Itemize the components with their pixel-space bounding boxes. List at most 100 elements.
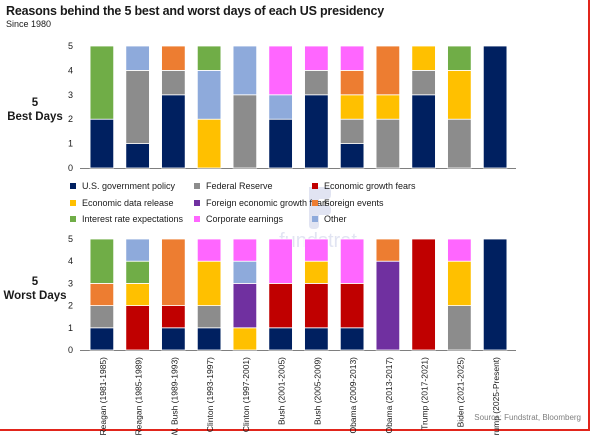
best-days-bar-h-w-bush-1989-1993-u-s-government-policy (161, 94, 186, 169)
legend-swatch (312, 183, 318, 189)
legend-item-u-s-government-policy: U.S. government policy (70, 180, 175, 192)
worst-days-ytick-label: 3 (68, 278, 73, 288)
worst-days-bar-clinton-1997-2001-corporate-earnings (232, 238, 258, 262)
legend-label: Foreign events (324, 197, 384, 208)
x-tick-label: Biden (2021-2025) (455, 357, 465, 428)
worst-days-bar-reagan-1981-1985-interest-rate-expectations (89, 238, 115, 284)
worst-days-bar-reagan-1985-1989-economic-growth-fears (125, 305, 150, 351)
legend-label: Other (324, 214, 347, 224)
worst-days-bar-bush-2001-2005-economic-growth-fears (268, 283, 293, 329)
chart-subtitle: Since 1980 (6, 19, 52, 29)
best-days-label-text: Best Days (7, 111, 63, 123)
legend-swatch (70, 216, 76, 222)
legend-swatch (70, 199, 76, 206)
worst-days-bar-clinton-1997-2001-foreign-economic-growth-fears (232, 283, 258, 329)
worst-days-bar-reagan-1981-1985-foreign-events (89, 283, 115, 307)
worst-days-bar-clinton-1993-1997-economic-data-release (196, 260, 222, 307)
best-days-bar-trump-2017-2021-economic-data-release (411, 45, 436, 71)
worst-days-bar-bush-2005-2009-corporate-earnings (304, 238, 329, 262)
worst-days-bar-bush-2001-2005-corporate-earnings (268, 238, 293, 284)
best-days-ytick-label: 5 (68, 41, 73, 51)
worst-days-bar-reagan-1981-1985-u-s-government-policy (89, 327, 115, 351)
x-tick-label: Clinton (1997-2001) (241, 357, 251, 432)
best-days-bar-biden-2021-2025-economic-data-release (447, 70, 472, 120)
worst-days-bar-bush-2005-2009-economic-data-release (304, 260, 329, 284)
best-days-ytick-label: 4 (68, 65, 73, 75)
worst-days-bar-h-w-bush-1989-1993-u-s-government-policy (161, 327, 186, 351)
legend-item-federal-reserve: Federal Reserve (194, 180, 273, 192)
x-tick-label: Bush (2005-2009) (312, 357, 322, 425)
legend-item-corporate-earnings: Corporate earnings (194, 213, 283, 225)
worst-days-bar-obama-2013-2017-foreign-events (375, 238, 401, 262)
worst-days-bar-bush-2001-2005-u-s-government-policy (268, 327, 293, 351)
worst-days-label-text: Worst Days (3, 290, 67, 302)
best-days-bar-obama-2009-2013-foreign-events (339, 70, 365, 96)
legend-swatch (70, 183, 76, 189)
worst-days-bar-trump-2017-2021-economic-growth-fears (411, 238, 436, 351)
legend-label: Federal Reserve (206, 181, 273, 191)
legend-label: Economic data release (82, 197, 174, 208)
best-days-bar-clinton-1997-2001-other (232, 45, 258, 96)
best-days-ytick-label: 1 (68, 139, 73, 149)
best-days-bar-obama-2009-2013-corporate-earnings (339, 45, 365, 71)
worst-days-ytick-label: 1 (68, 323, 73, 333)
legend-item-economic-growth-fears: Economic growth fears (312, 180, 416, 192)
best-days-bar-reagan-1985-1989-federal-reserve (125, 70, 150, 144)
worst-days-bar-reagan-1985-1989-economic-data-release (125, 283, 150, 307)
legend-swatch (194, 199, 200, 206)
legend-item-foreign-events: Foreign events (312, 197, 384, 209)
legend-item-foreign-economic-growth-fears: Foreign economic growth fears (194, 197, 330, 209)
best-days-bar-h-w-bush-1989-1993-foreign-events (161, 45, 186, 71)
worst-days-bar-reagan-1985-1989-other (125, 238, 150, 262)
x-tick-label: Clinton (1993-1997) (205, 357, 215, 432)
worst-days-label: 5 Worst Days (0, 275, 70, 303)
x-tick-label: Obama (2013-2017) (384, 357, 394, 434)
legend-swatch (194, 183, 200, 189)
best-days-bar-bush-2005-2009-corporate-earnings (304, 45, 329, 71)
worst-days-bar-biden-2021-2025-federal-reserve (447, 305, 472, 351)
x-tick-label: Reagan (1985-1989) (134, 357, 144, 435)
worst-days-bar-obama-2013-2017-foreign-economic-growth-fears (375, 260, 401, 351)
worst-days-ytick-label: 2 (68, 301, 73, 311)
worst-days-ytick-label: 0 (68, 345, 73, 355)
best-days-ytick-label: 0 (68, 163, 73, 173)
worst-days-bar-obama-2009-2013-economic-growth-fears (339, 283, 365, 329)
legend-item-other: Other (312, 213, 347, 225)
best-days-bar-reagan-1981-1985-u-s-government-policy (89, 118, 115, 169)
worst-days-ytick-label: 4 (68, 256, 73, 266)
best-days-bar-bush-2005-2009-u-s-government-policy (304, 94, 329, 169)
x-tick-label: Bush (2001-2005) (277, 357, 287, 425)
best-days-label: 5 Best Days (0, 96, 70, 124)
worst-days-bar-clinton-1997-2001-other (232, 260, 258, 284)
worst-days-bar-biden-2021-2025-corporate-earnings (447, 238, 472, 262)
best-days-bar-reagan-1985-1989-other (125, 45, 150, 71)
worst-days-label-count: 5 (31, 276, 39, 288)
best-days-bar-obama-2009-2013-u-s-government-policy (339, 143, 365, 169)
worst-days-bar-bush-2005-2009-economic-growth-fears (304, 283, 329, 329)
best-days-bar-biden-2021-2025-interest-rate-expectations (447, 45, 472, 71)
legend-label: Foreign economic growth fears (206, 197, 330, 208)
best-days-ytick-label: 2 (68, 114, 73, 124)
worst-days-chart: 0 1 2 3 4 5 Reagan (1981-1985) Reagan (1985-198… (68, 234, 516, 435)
best-days-bar-clinton-1993-1997-other (196, 70, 222, 120)
legend-swatch (312, 216, 318, 222)
best-days-bar-biden-2021-2025-federal-reserve (447, 118, 472, 169)
x-tick-label: H. W. Bush (1989-1993) (169, 357, 179, 435)
legend-swatch (194, 216, 200, 222)
worst-days-bar-biden-2021-2025-economic-data-release (447, 260, 472, 307)
legend-item-economic-data-release: Economic data release (70, 197, 174, 209)
worst-days-bar-h-w-bush-1989-1993-foreign-events (161, 238, 186, 306)
worst-days-bar-clinton-1993-1997-corporate-earnings (196, 238, 222, 262)
chart-legend: U.S. government policy Federal Reserve Eco… (70, 180, 490, 230)
worst-days-bar-bush-2005-2009-u-s-government-policy (304, 327, 329, 351)
best-days-bar-bush-2001-2005-corporate-earnings (268, 45, 293, 96)
x-tick-label: Trump (2017-2021) (420, 357, 430, 430)
best-days-bar-obama-2013-2017-foreign-events (375, 45, 401, 96)
worst-days-bar-obama-2009-2013-corporate-earnings (339, 238, 365, 284)
worst-days-bar-h-w-bush-1989-1993-economic-growth-fears (161, 305, 186, 329)
best-days-bar-clinton-1997-2001-federal-reserve (232, 94, 258, 169)
best-days-ytick-label: 3 (68, 90, 73, 100)
worst-days-bar-clinton-1993-1997-u-s-government-policy (196, 327, 222, 351)
source-note: Source: Fundstrat, Bloomberg (474, 413, 581, 422)
